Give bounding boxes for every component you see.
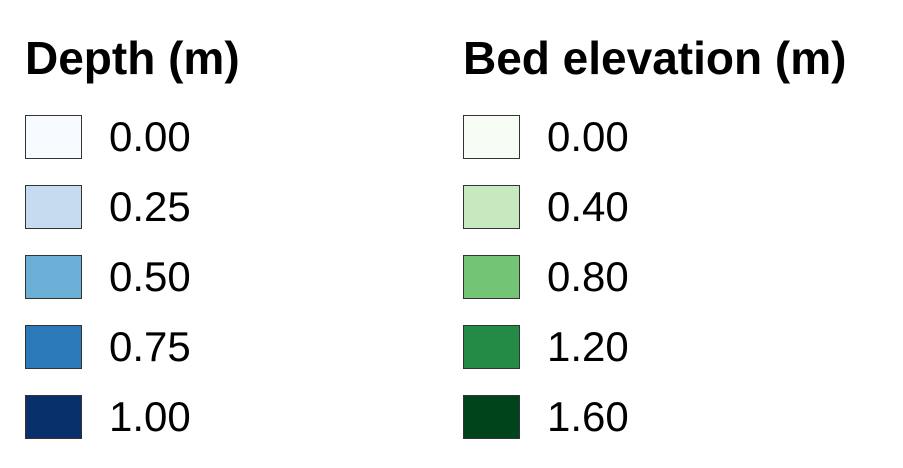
legend-entry: 0.75 bbox=[25, 323, 425, 371]
legend-entry: 0.25 bbox=[25, 183, 425, 231]
legend-value: 0.00 bbox=[547, 113, 629, 160]
legend-value: 0.25 bbox=[109, 183, 191, 230]
color-swatch bbox=[463, 115, 520, 159]
depth-legend-title: Depth (m) bbox=[25, 32, 240, 84]
legend-value: 0.75 bbox=[109, 323, 191, 370]
color-swatch bbox=[463, 185, 520, 229]
legend-entry: 1.60 bbox=[463, 393, 863, 441]
legend-value: 0.50 bbox=[109, 253, 191, 300]
bed-elevation-legend-title: Bed elevation (m) bbox=[463, 32, 847, 84]
legend-entry: 0.00 bbox=[25, 113, 425, 161]
legend-value: 0.40 bbox=[547, 183, 629, 230]
legend-value: 1.60 bbox=[547, 393, 629, 440]
color-swatch bbox=[463, 395, 520, 439]
color-swatch bbox=[25, 395, 82, 439]
color-swatch bbox=[25, 115, 82, 159]
color-swatch bbox=[463, 255, 520, 299]
legend-entry: 0.50 bbox=[25, 253, 425, 301]
legend-entry: 0.40 bbox=[463, 183, 863, 231]
color-swatch bbox=[25, 325, 82, 369]
legend-value: 1.00 bbox=[109, 393, 191, 440]
color-swatch bbox=[25, 255, 82, 299]
legend-entry: 0.80 bbox=[463, 253, 863, 301]
color-swatch bbox=[25, 185, 82, 229]
legend-value: 0.00 bbox=[109, 113, 191, 160]
color-swatch bbox=[463, 325, 520, 369]
legend-value: 1.20 bbox=[547, 323, 629, 370]
legend-entry: 0.00 bbox=[463, 113, 863, 161]
legend-entry: 1.20 bbox=[463, 323, 863, 371]
legend-entry: 1.00 bbox=[25, 393, 425, 441]
legend-value: 0.80 bbox=[547, 253, 629, 300]
